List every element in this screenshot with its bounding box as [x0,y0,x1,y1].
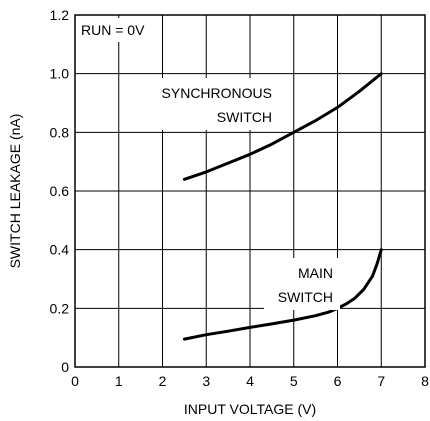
x-tick-label-3: 3 [202,373,210,389]
grid [75,15,425,367]
y-tick-label-2: 0.4 [50,242,70,258]
x-tick-labels: 0 1 2 3 4 5 6 7 8 [71,373,429,389]
series-line-1 [182,248,383,341]
x-tick-label-5: 5 [290,373,298,389]
main-switch-label-line1: MAIN [298,265,333,281]
synchronous-switch-label-line1: SYNCHRONOUS [162,85,272,101]
y-tick-label-4: 0.8 [50,124,70,140]
y-tick-label-5: 1.0 [50,66,70,82]
series-line-0 [182,72,383,181]
condition-label: RUN = 0V [81,22,145,38]
series-group [182,72,383,341]
synchronous-switch-label-background [160,78,280,130]
x-tick-label-2: 2 [159,373,167,389]
x-tick-label-8: 8 [421,373,429,389]
y-tick-label-0: 0 [61,359,69,375]
y-tick-label-1: 0.2 [50,300,70,316]
y-tick-label-3: 0.6 [50,183,70,199]
x-tick-label-0: 0 [71,373,79,389]
synchronous-switch-label-line2: SWITCH [217,109,272,125]
x-tick-label-4: 4 [246,373,254,389]
x-tick-label-7: 7 [377,373,385,389]
plot-frame [74,14,426,368]
y-tick-labels: 0 0.2 0.4 0.6 0.8 1.0 1.2 [50,7,70,375]
x-tick-label-6: 6 [334,373,342,389]
annotations: RUN = 0V SYNCHRONOUS SWITCH MAIN SWITCH [77,18,340,310]
x-axis-label: INPUT VOLTAGE (V) [184,401,316,417]
x-tick-label-1: 1 [115,373,123,389]
main-switch-label-line2: SWITCH [278,289,333,305]
main-switch-label-background [264,258,340,310]
y-tick-label-6: 1.2 [50,7,70,23]
condition-label-background [77,18,161,42]
y-axis-label: SWITCH LEAKAGE (nA) [7,114,23,269]
